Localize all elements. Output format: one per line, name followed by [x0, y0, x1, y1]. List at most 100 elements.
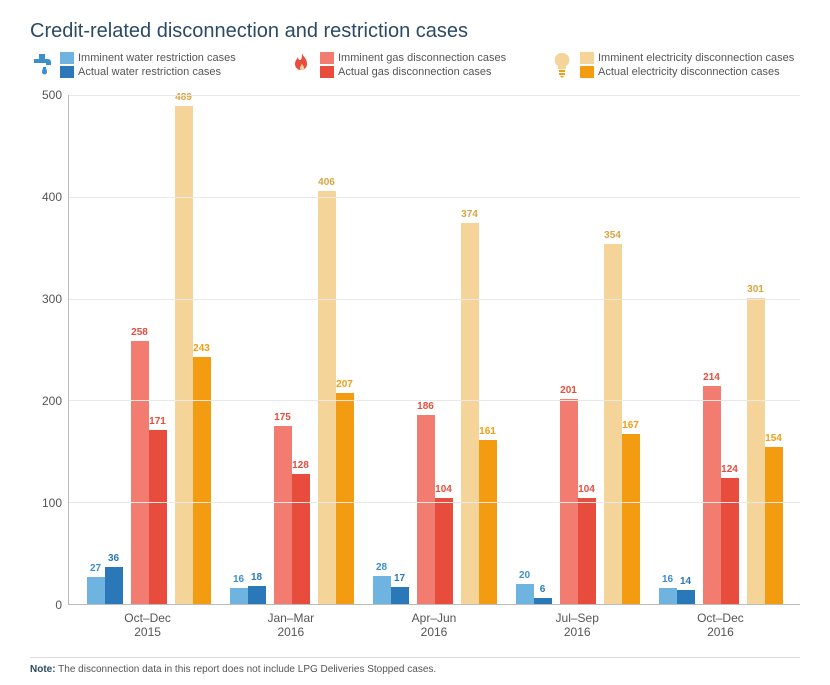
bar-value-label: 258	[131, 327, 148, 338]
bar-water_imminent: 16	[230, 588, 248, 604]
gridline	[69, 502, 800, 503]
bar-pair: 214124	[703, 95, 739, 604]
bar-pair: 489243	[175, 95, 211, 604]
bar-pair: 201 104	[560, 95, 596, 604]
bar-gas_imminent: 214	[703, 386, 721, 604]
bulb-icon	[550, 51, 574, 79]
x-axis-label: Oct–Dec2015	[76, 605, 219, 640]
swatch-elec-actual	[580, 66, 594, 78]
x-axis-label: Jan–Mar2016	[219, 605, 362, 640]
bar-value-label: 27	[90, 563, 101, 574]
bar-value-label: 243	[193, 343, 210, 354]
bar-pair: 186104	[417, 95, 453, 604]
bar-value-label: 16	[662, 574, 673, 585]
legend-label: Imminent electricity disconnection cases	[598, 52, 794, 64]
bar-value-label: 354	[604, 230, 621, 241]
bar-value-label: 406	[318, 177, 335, 188]
gridline	[69, 95, 800, 96]
bar-value-label: 14	[680, 576, 691, 587]
bar-elec_actual: 207	[336, 393, 354, 604]
y-axis: 0100200300400500	[30, 95, 68, 605]
bar-value-label: 301	[747, 284, 764, 295]
legend-water: Imminent water restriction cases Actual …	[30, 51, 280, 79]
bar-pair: 301154	[747, 95, 783, 604]
bar-pair: 2817	[373, 95, 409, 604]
bar-gas_actual: 124	[721, 478, 739, 604]
swatch-elec-imminent	[580, 52, 594, 64]
chart-title: Credit-related disconnection and restric…	[30, 20, 800, 43]
bar-pair: 258171	[131, 95, 167, 604]
bar-water_actual: 36	[105, 567, 123, 604]
legend: Imminent water restriction cases Actual …	[30, 51, 800, 79]
y-tick-label: 500	[42, 88, 62, 102]
bar-value-label: 154	[765, 433, 782, 444]
bar-value-label: 214	[703, 372, 720, 383]
chart: 0100200300400500 27362581714892431618175…	[30, 95, 800, 605]
swatch-gas-imminent	[320, 52, 334, 64]
bar-gas_actual: 104	[435, 498, 453, 604]
bar-group: 206201104354167	[506, 95, 649, 604]
bar-pair: 206	[516, 95, 552, 604]
bar-value-label: 104	[435, 484, 452, 495]
y-tick-label: 300	[42, 292, 62, 306]
swatch-water-imminent	[60, 52, 74, 64]
plot-area: 2736258171489243161817512840620728171861…	[68, 95, 800, 605]
bar-value-label: 374	[461, 209, 478, 220]
bar-value-label: 489	[175, 92, 192, 103]
bar-value-label: 36	[108, 553, 119, 564]
bar-value-label: 201	[560, 385, 577, 396]
bar-value-label: 16	[233, 574, 244, 585]
bar-value-label: 104	[578, 484, 595, 495]
x-axis-label: Oct–Dec2016	[649, 605, 792, 640]
bar-gas_actual: 128	[292, 474, 310, 604]
water-tap-icon	[30, 51, 54, 79]
bar-value-label: 17	[394, 573, 405, 584]
bar-water_actual: 14	[677, 590, 695, 604]
bar-gas_actual: 104	[578, 498, 596, 604]
swatch-gas-actual	[320, 66, 334, 78]
bar-water_actual: 6	[534, 598, 552, 604]
bar-elec_imminent: 489	[175, 106, 193, 604]
bar-water_actual: 18	[248, 586, 266, 604]
bar-pair: 2736	[87, 95, 123, 604]
y-tick-label: 200	[42, 394, 62, 408]
bar-value-label: 6	[540, 584, 546, 595]
bar-elec_imminent: 301	[747, 298, 765, 604]
bar-pair: 354 167	[604, 95, 640, 604]
bar-gas_imminent: 186	[417, 415, 435, 604]
legend-label: Actual electricity disconnection cases	[598, 66, 780, 78]
footnote: Note: The disconnection data in this rep…	[30, 657, 800, 675]
bar-value-label: 20	[519, 570, 530, 581]
bar-value-label: 128	[292, 460, 309, 471]
x-axis-label: Apr–Jun2016	[362, 605, 505, 640]
bar-pair: 1618	[230, 95, 266, 604]
bar-value-label: 167	[622, 420, 639, 431]
y-tick-label: 100	[42, 496, 62, 510]
legend-label: Actual water restriction cases	[78, 66, 221, 78]
flame-icon	[290, 51, 314, 79]
legend-electricity: Imminent electricity disconnection cases…	[550, 51, 800, 79]
bar-elec_imminent: 406	[318, 191, 336, 604]
bar-value-label: 171	[149, 416, 166, 427]
bar-value-label: 18	[251, 572, 262, 583]
bar-value-label: 28	[376, 562, 387, 573]
bar-water_imminent: 27	[87, 577, 105, 604]
bar-water_actual: 17	[391, 587, 409, 604]
swatch-water-actual	[60, 66, 74, 78]
bar-gas_imminent: 258	[131, 341, 149, 604]
bar-value-label: 186	[417, 401, 434, 412]
bar-value-label: 161	[479, 426, 496, 437]
legend-label: Imminent water restriction cases	[78, 52, 236, 64]
gridline	[69, 400, 800, 401]
bar-water_imminent: 20	[516, 584, 534, 604]
bar-water_imminent: 28	[373, 576, 391, 605]
x-axis-label: Jul–Sep2016	[506, 605, 649, 640]
legend-label: Actual gas disconnection cases	[338, 66, 491, 78]
bar-gas_actual: 171	[149, 430, 167, 604]
bar-elec_imminent: 374	[461, 223, 479, 604]
bar-group: 1614214124301154	[649, 95, 792, 604]
bar-gas_imminent: 175	[274, 426, 292, 604]
bar-group: 2736258171489243	[77, 95, 220, 604]
gridline	[69, 197, 800, 198]
note-text: The disconnection data in this report do…	[58, 664, 436, 675]
